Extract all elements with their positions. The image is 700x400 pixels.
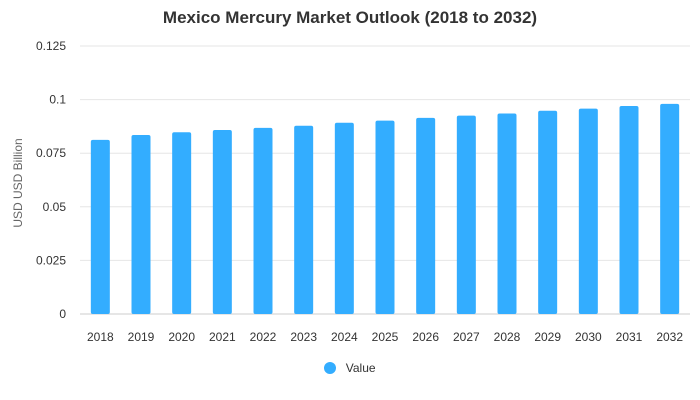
y-tick-label: 0.1	[49, 93, 66, 107]
x-tick-label: 2019	[128, 330, 155, 344]
x-axis-ticks: 2018 2019 2020 2021 2022 2023 2024 2025 2026 2027…	[87, 330, 683, 344]
x-tick-label: 2032	[656, 330, 683, 344]
x-tick-label: 2025	[372, 330, 399, 344]
chart-title: Mexico Mercury Market Outlook (2018 to 2…	[162, 8, 538, 27]
bar-2022[interactable]	[253, 127, 273, 314]
y-axis-title: USD USD Billion	[11, 138, 25, 227]
y-tick-label: 0.075	[36, 146, 66, 160]
bar-2031[interactable]	[619, 106, 639, 314]
y-tick-label: 0.025	[36, 253, 66, 267]
bar-2023[interactable]	[294, 125, 314, 314]
x-tick-label: 2031	[616, 330, 643, 344]
x-tick-label: 2027	[453, 330, 480, 344]
x-tick-label: 2023	[290, 330, 317, 344]
legend[interactable]: Value	[0, 361, 700, 375]
bar-2025[interactable]	[375, 120, 395, 314]
bar-2032[interactable]	[660, 103, 680, 314]
bar-2030[interactable]	[578, 108, 598, 314]
bar-2029[interactable]	[538, 110, 558, 314]
y-tick-label: 0	[59, 307, 66, 321]
y-tick-label: 0.05	[43, 200, 67, 214]
bar-2020[interactable]	[172, 132, 192, 314]
bar-2026[interactable]	[416, 117, 436, 314]
bar-2018[interactable]	[90, 139, 110, 314]
y-tick-label: 0.125	[36, 39, 66, 53]
bars	[90, 103, 680, 315]
y-axis-ticks: 0 0.025 0.05 0.075 0.1 0.125	[36, 39, 66, 321]
legend-marker	[324, 362, 337, 374]
x-tick-label: 2026	[412, 330, 439, 344]
bar-2019[interactable]	[131, 134, 151, 314]
bar-2028[interactable]	[497, 113, 517, 314]
x-tick-label: 2018	[87, 330, 114, 344]
x-tick-label: 2028	[494, 330, 521, 344]
x-tick-label: 2024	[331, 330, 358, 344]
legend-label: Value	[345, 361, 376, 375]
bar-2024[interactable]	[334, 122, 354, 314]
x-tick-label: 2030	[575, 330, 602, 344]
bar-2027[interactable]	[456, 115, 476, 315]
x-tick-label: 2022	[250, 330, 277, 344]
x-tick-label: 2021	[209, 330, 236, 344]
bar-2021[interactable]	[212, 130, 232, 314]
x-tick-label: 2029	[534, 330, 561, 344]
x-tick-label: 2020	[168, 330, 195, 344]
